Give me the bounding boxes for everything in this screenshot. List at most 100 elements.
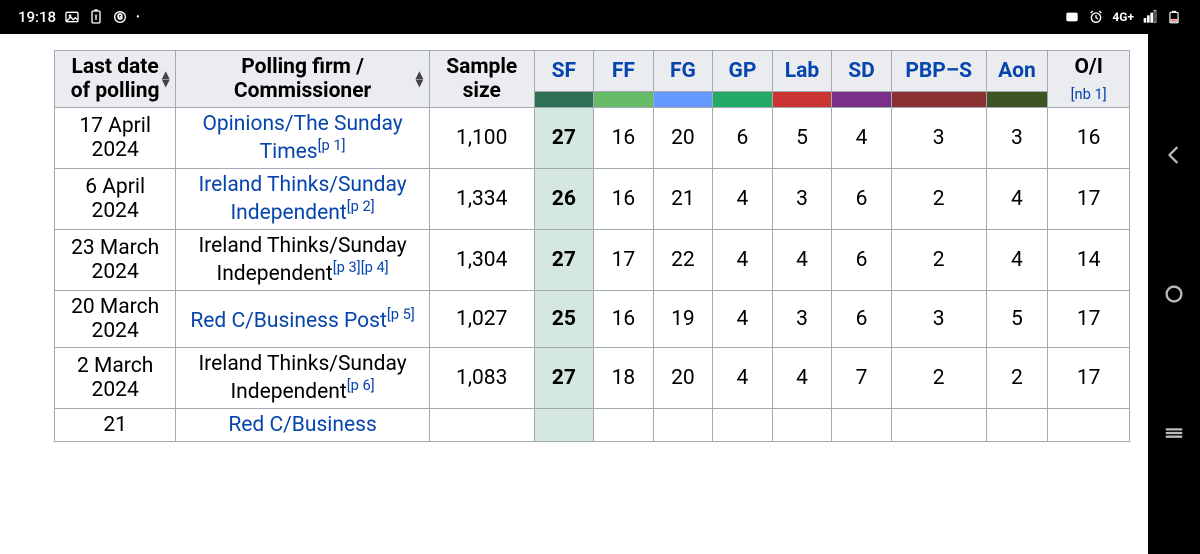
- cell-value: 27: [534, 348, 594, 409]
- page-content[interactable]: Last date of polling Polling firm / Comm…: [0, 34, 1148, 554]
- col-party-lab[interactable]: Lab: [772, 51, 832, 92]
- cell-value: 16: [594, 291, 654, 348]
- col-firm[interactable]: Polling firm / Commissioner: [176, 51, 430, 108]
- cell-value: 4: [713, 230, 773, 291]
- cell-value: 5: [986, 291, 1048, 348]
- cell-value: 17: [1048, 291, 1130, 348]
- cell-value: [986, 409, 1048, 442]
- cell-value: 4: [772, 230, 832, 291]
- cell-value: 27: [534, 230, 594, 291]
- status-dot-icon: •: [136, 12, 140, 23]
- party-color-aon: [986, 92, 1048, 108]
- cell-value: 25: [534, 291, 594, 348]
- cell-value: 2: [891, 169, 986, 230]
- cell-value: 21: [653, 169, 713, 230]
- cell-value: 26: [534, 169, 594, 230]
- col-sample[interactable]: Sample size: [429, 51, 534, 108]
- table-body: 17 April 2024Opinions/The Sunday Times[p…: [55, 108, 1130, 442]
- cell-value: 14: [1048, 230, 1130, 291]
- cell-firm[interactable]: Ireland Thinks/Sunday Independent[p 2]: [176, 169, 430, 230]
- party-label: Lab: [785, 59, 819, 83]
- footnote-ref[interactable]: [p 6]: [347, 376, 375, 394]
- cell-date: 20 March 2024: [55, 291, 176, 348]
- footnote-ref[interactable]: [p 5]: [387, 305, 415, 323]
- cell-firm: Ireland Thinks/Sunday Independent[p 3][p…: [176, 230, 430, 291]
- party-label: SF: [552, 59, 576, 83]
- cell-firm[interactable]: Opinions/The Sunday Times[p 1]: [176, 108, 430, 169]
- party-label: SD: [848, 59, 875, 83]
- cell-value: 6: [832, 230, 892, 291]
- table-header-row: Last date of polling Polling firm / Comm…: [55, 51, 1130, 92]
- sort-icon[interactable]: [162, 71, 169, 87]
- cell-value: 6: [713, 108, 773, 169]
- table-row: 20 March 2024Red C/Business Post[p 5]1,0…: [55, 291, 1130, 348]
- cell-value: [832, 409, 892, 442]
- party-label: Aon: [998, 59, 1036, 83]
- cell-value: 17: [594, 230, 654, 291]
- cell-value: 3: [772, 291, 832, 348]
- cell-firm[interactable]: Red C/Business: [176, 409, 430, 442]
- cell-value: 3: [891, 291, 986, 348]
- party-label: FG: [670, 59, 696, 83]
- cell-value: 5: [772, 108, 832, 169]
- cell-firm[interactable]: Red C/Business Post[p 5]: [176, 291, 430, 348]
- col-oi[interactable]: O/I [nb 1]: [1048, 51, 1130, 108]
- col-party-gp[interactable]: GP: [713, 51, 773, 92]
- cell-value: 4: [772, 348, 832, 409]
- footnote-ref[interactable]: [p 3]: [333, 258, 361, 276]
- party-color-fg: [653, 92, 713, 108]
- cell-value: 3: [986, 108, 1048, 169]
- nav-back-button[interactable]: [1156, 137, 1192, 173]
- nav-home-button[interactable]: [1156, 276, 1192, 312]
- cell-value: 2: [891, 230, 986, 291]
- cell-value: 20: [653, 108, 713, 169]
- col-date[interactable]: Last date of polling: [55, 51, 176, 108]
- col-party-sf[interactable]: SF: [534, 51, 594, 92]
- cell-date: 23 March 2024: [55, 230, 176, 291]
- party-color-sf: [534, 92, 594, 108]
- cell-value: 22: [653, 230, 713, 291]
- party-color-sd: [832, 92, 892, 108]
- table-row: 2 March 2024Ireland Thinks/Sunday Indepe…: [55, 348, 1130, 409]
- col-oi-label: O/I: [1074, 55, 1102, 79]
- cell-value: 4: [713, 291, 773, 348]
- svg-text:G: G: [117, 13, 123, 22]
- cell-value: 4: [986, 230, 1048, 291]
- card-icon: [1064, 9, 1080, 25]
- table-row: 6 April 2024Ireland Thinks/Sunday Indepe…: [55, 169, 1130, 230]
- signal-icon: [1142, 9, 1158, 25]
- col-party-ff[interactable]: FF: [594, 51, 654, 92]
- cell-value: 6: [832, 291, 892, 348]
- nav-recents-button[interactable]: [1156, 415, 1192, 451]
- cell-value: 7: [832, 348, 892, 409]
- cell-sample: 1,100: [429, 108, 534, 169]
- cell-value: [653, 409, 713, 442]
- cell-date: 17 April 2024: [55, 108, 176, 169]
- cell-sample: 1,334: [429, 169, 534, 230]
- alarm-icon: [1088, 9, 1104, 25]
- col-firm-label: Polling firm / Commissioner: [234, 55, 371, 103]
- col-party-aon[interactable]: Aon: [986, 51, 1048, 92]
- svg-text:!: !: [95, 14, 97, 22]
- col-party-sd[interactable]: SD: [832, 51, 892, 92]
- google-icon: G: [112, 9, 128, 25]
- cell-value: 27: [534, 108, 594, 169]
- cell-value: 18: [594, 348, 654, 409]
- cell-sample: 1,304: [429, 230, 534, 291]
- col-oi-note[interactable]: [nb 1]: [1071, 85, 1107, 103]
- col-party-pbps[interactable]: PBP–S: [891, 51, 986, 92]
- footnote-ref[interactable]: [p 4]: [361, 258, 389, 276]
- party-color-ff: [594, 92, 654, 108]
- cell-value: 6: [832, 169, 892, 230]
- party-label: PBP–S: [905, 59, 972, 83]
- cell-date: 6 April 2024: [55, 169, 176, 230]
- footnote-ref[interactable]: [p 2]: [347, 197, 375, 215]
- cell-value: [891, 409, 986, 442]
- cell-firm: Ireland Thinks/Sunday Independent[p 6]: [176, 348, 430, 409]
- status-bar: 19:18 ! G • 4G+: [0, 0, 1200, 34]
- col-party-fg[interactable]: FG: [653, 51, 713, 92]
- sort-icon[interactable]: [416, 71, 423, 87]
- battery-low-icon: !: [88, 9, 104, 25]
- cell-value: 16: [594, 108, 654, 169]
- footnote-ref[interactable]: [p 1]: [318, 136, 346, 154]
